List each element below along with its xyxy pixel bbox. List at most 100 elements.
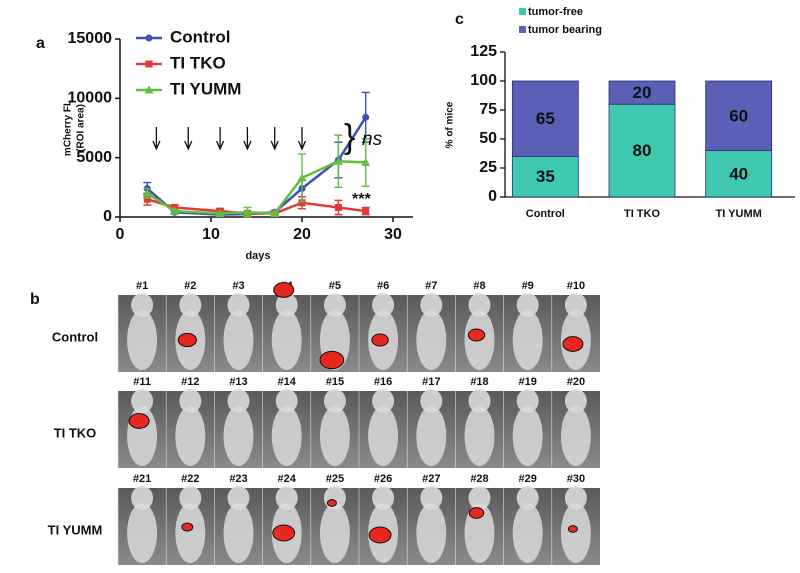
x-tick-label: Control (526, 208, 565, 220)
tumor-signal (326, 499, 337, 507)
x-tick-label: 10 (202, 226, 220, 243)
legend-label: TI TKO (170, 53, 226, 72)
mouse-head (179, 293, 202, 317)
y-tick-label: 100 (470, 72, 497, 89)
panel-label: a (36, 35, 45, 52)
x-tick-label: 20 (293, 226, 311, 243)
row-label: TI TKO (54, 425, 97, 440)
data-label: 60 (729, 106, 748, 125)
legend-marker (145, 34, 153, 42)
mouse-head (564, 486, 587, 510)
mouse-label: #21 (133, 473, 151, 485)
arrow (184, 127, 193, 151)
tumor-signal (319, 350, 345, 370)
mouse-label: #29 (519, 473, 537, 485)
mouse-head (372, 293, 395, 317)
legend-label: tumor-free (528, 6, 583, 18)
mouse-body (319, 503, 350, 563)
mouse-label: #24 (278, 473, 297, 485)
mouse-body (512, 406, 543, 466)
tumor-signal (562, 336, 584, 352)
mouse-label: #28 (470, 473, 488, 485)
x-axis-label: days (245, 250, 270, 262)
mouse-label: #1 (136, 280, 148, 292)
mouse-label: #22 (181, 473, 199, 485)
x-tick-label: TI YUMM (716, 208, 762, 220)
mouse-label: #12 (181, 376, 199, 388)
mouse-body (271, 406, 302, 466)
mouse-label: #15 (326, 376, 344, 388)
tumor-signal (371, 333, 389, 347)
mouse-head (516, 486, 539, 510)
point (334, 204, 342, 212)
mouse-body (464, 503, 495, 563)
legend-marker (144, 85, 154, 94)
mouse-head (564, 293, 587, 317)
bar-segment (705, 80, 773, 151)
y-tick-label: 5000 (76, 149, 112, 166)
mouse-head (516, 293, 539, 317)
legend-label: TI YUMM (170, 79, 241, 98)
point (242, 207, 252, 216)
x-tick-label: 30 (384, 226, 402, 243)
point (362, 207, 370, 215)
mouse-label: #13 (229, 376, 247, 388)
mouse-label: #10 (567, 280, 585, 292)
mouse-label: #2 (184, 280, 196, 292)
point (361, 157, 371, 166)
mouse-label: #7 (425, 280, 437, 292)
point (270, 208, 280, 217)
row-label: Control (52, 329, 98, 344)
bar-segment (705, 150, 773, 198)
data-label: 35 (536, 167, 555, 186)
mouse-head (420, 389, 443, 413)
point (333, 156, 343, 165)
y-axis-label: (ROI area) (76, 104, 87, 152)
mouse-body (223, 310, 254, 370)
mouse-head (372, 389, 395, 413)
legend-marker (145, 60, 153, 68)
arrow (216, 127, 225, 151)
mouse-head (179, 486, 202, 510)
tumor-signal (468, 507, 485, 519)
mouse-head (372, 486, 395, 510)
mouse-body (416, 406, 447, 466)
tumor-signal (177, 332, 197, 348)
y-axis-label: mCherry FL (63, 100, 74, 156)
point (170, 206, 180, 215)
mouse-head (420, 293, 443, 317)
mouse-body (416, 310, 447, 370)
mouse-label: #6 (377, 280, 389, 292)
mouse-head (227, 293, 250, 317)
mouse-body (464, 406, 495, 466)
mouse-label: #18 (470, 376, 488, 388)
mouse-label: #20 (567, 376, 585, 388)
point (215, 208, 225, 217)
annotation: ns (362, 129, 383, 150)
y-tick-label: 25 (479, 159, 497, 176)
y-axis-label: % of mice (445, 101, 456, 148)
mouse-head (131, 486, 154, 510)
legend-label: tumor bearing (528, 24, 602, 36)
mouse-head (468, 486, 491, 510)
mouse-body (127, 310, 158, 370)
mouse-label: #16 (374, 376, 392, 388)
tumor-signal (368, 526, 392, 544)
arrow (297, 127, 307, 151)
mouse-head (275, 389, 298, 413)
tumor-signal (272, 524, 296, 542)
mouse-body (223, 406, 254, 466)
x-tick-label: TI TKO (624, 208, 660, 220)
mouse-head (227, 389, 250, 413)
mouse-label: #11 (133, 376, 151, 388)
mouse-body (368, 406, 399, 466)
y-tick-label: 75 (479, 101, 497, 118)
mouse-body (512, 310, 543, 370)
data-label: 65 (536, 109, 555, 128)
mouse-body (512, 503, 543, 563)
mouse-head (564, 389, 587, 413)
y-tick-label: 10000 (68, 90, 113, 107)
arrow (270, 127, 279, 151)
mouse-label: #3 (232, 280, 244, 292)
